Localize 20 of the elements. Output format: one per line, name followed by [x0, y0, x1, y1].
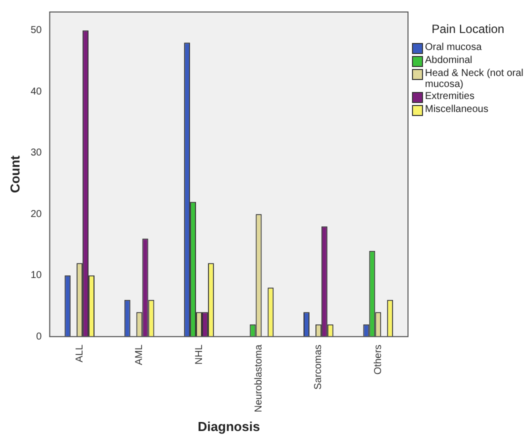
legend-label: Abdominal: [425, 55, 472, 66]
x-tick-label: Others: [372, 344, 384, 375]
legend-label: Extremities: [425, 91, 474, 102]
y-tick-label: 50: [30, 25, 42, 36]
x-tick-label: NHL: [194, 344, 205, 365]
legend-label: Oral mucosa: [425, 42, 482, 53]
y-axis-title: Count: [7, 154, 22, 194]
x-tick-label: Neuroblastoma: [253, 344, 264, 412]
legend-label: Miscellaneous: [425, 104, 488, 115]
y-tick-label: 10: [30, 270, 42, 282]
y-tick-label: 40: [30, 86, 42, 98]
y-tick-label: 0: [36, 331, 42, 342]
legend-label: Head & Neck (not oral mucosa): [425, 68, 524, 90]
x-tick-label: ALL: [74, 344, 86, 362]
x-axis-title: Diagnosis: [198, 418, 260, 434]
legend-title: Pain Location: [430, 22, 506, 36]
y-tick-label: 30: [30, 148, 42, 159]
y-tick-label: 20: [30, 208, 42, 220]
x-tick-label: Sarcomas: [313, 344, 324, 390]
x-tick-label: AML: [134, 344, 146, 366]
